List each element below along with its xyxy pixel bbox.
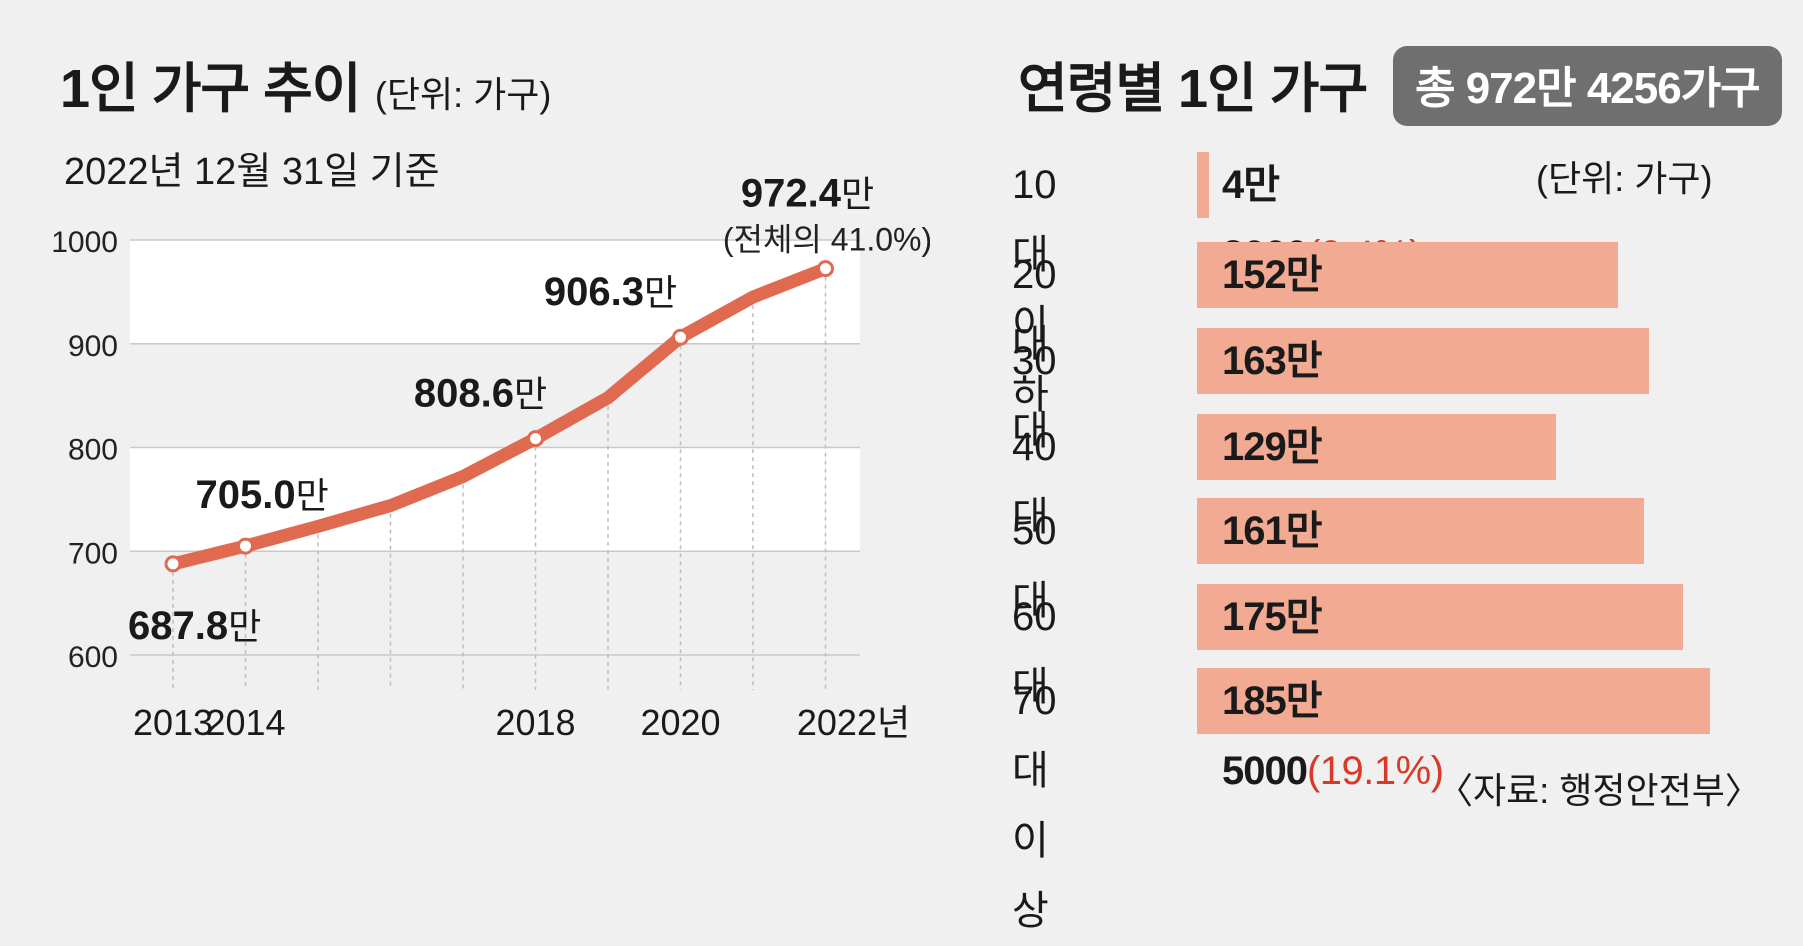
bar bbox=[1197, 328, 1649, 394]
data-label-value: 972.4 bbox=[741, 172, 842, 216]
x-tick-label: 2014 bbox=[205, 702, 285, 743]
x-tick-label: 2018 bbox=[495, 702, 575, 743]
data-label-value: 906.3 bbox=[544, 270, 644, 314]
data-label: 687.8만 bbox=[128, 604, 261, 648]
data-label: 808.6만 bbox=[414, 372, 547, 416]
data-point-marker bbox=[527, 430, 544, 448]
data-label-value: 687.8 bbox=[128, 604, 228, 648]
y-tick-label: 800 bbox=[68, 434, 118, 467]
bar-chart-unit: (단위: 가구) bbox=[1536, 158, 1713, 199]
bar-category-label: 50대 bbox=[1012, 509, 1057, 623]
data-point-marker bbox=[237, 537, 254, 555]
bar bbox=[1197, 584, 1684, 650]
total-households-badge: 총 972만 4256가구 bbox=[1393, 46, 1782, 126]
data-label: 705.0만 bbox=[196, 473, 329, 517]
line-chart: 6007008009001000687.8만705.0만808.6만906.3만… bbox=[51, 172, 930, 743]
data-label: 972.4만 bbox=[741, 172, 874, 216]
bar-value-percent: (19.1%) bbox=[1306, 749, 1444, 793]
data-label-unit: 만 bbox=[644, 272, 677, 313]
data-label-unit: 만 bbox=[514, 374, 547, 415]
bar-category-label: 20대 bbox=[1012, 253, 1057, 367]
data-label-value: 705.0 bbox=[196, 473, 296, 517]
y-tick-label: 900 bbox=[68, 330, 118, 363]
data-label-value: 808.6 bbox=[414, 372, 514, 416]
x-tick-label: 2013 bbox=[133, 702, 213, 743]
data-label-unit: 만 bbox=[228, 606, 261, 647]
bar-value-label: 185만 5000(19.1%) bbox=[1222, 666, 1444, 806]
bar bbox=[1197, 414, 1556, 480]
line-chart-unit: (단위: 가구) bbox=[374, 74, 552, 115]
series-line bbox=[166, 262, 832, 571]
line-chart-title-block: 1인 가구 추이 (단위: 가구) bbox=[60, 44, 551, 123]
y-tick-label: 1000 bbox=[51, 226, 118, 259]
data-label-unit: 만 bbox=[296, 475, 329, 516]
x-tick-label: 2020 bbox=[640, 702, 720, 743]
bar-chart-title: 연령별 1인 가구 bbox=[1018, 59, 1368, 119]
y-tick-label: 700 bbox=[68, 537, 118, 570]
bar-category-label: 70대 이상 bbox=[1012, 679, 1057, 933]
line-chart-basis-date: 2022년 12월 31일 기준 bbox=[64, 151, 440, 193]
bar-category-label: 10대 이하 bbox=[1012, 163, 1057, 417]
bar-category-label: 40대 bbox=[1012, 425, 1057, 539]
data-label-note: (전체의 41.0%) bbox=[723, 222, 930, 258]
grid-band bbox=[130, 240, 860, 344]
bar-value-number: 185만 5000 bbox=[1222, 679, 1323, 793]
data-label: 906.3만 bbox=[544, 270, 677, 314]
data-point-marker bbox=[672, 328, 689, 346]
line-chart-title: 1인 가구 추이 bbox=[60, 59, 361, 119]
data-point-marker bbox=[164, 555, 182, 573]
infographic: 1인 가구 추이 (단위: 가구) 2022년 12월 31일 기준 600 70… bbox=[51, 44, 1782, 933]
bar bbox=[1197, 668, 1710, 734]
data-label-unit: 만 bbox=[841, 174, 874, 215]
y-tick-label: 600 bbox=[68, 641, 118, 674]
bar bbox=[1197, 152, 1209, 218]
data-point-marker bbox=[817, 260, 834, 278]
bar-category-label: 60대 bbox=[1012, 595, 1057, 709]
bar bbox=[1197, 242, 1618, 308]
bar-category-label: 30대 bbox=[1012, 339, 1057, 453]
source-note: 〈자료: 행정안전부〉 bbox=[1437, 770, 1761, 811]
x-tick-label: 2022년 bbox=[797, 702, 910, 743]
bar bbox=[1197, 498, 1644, 564]
